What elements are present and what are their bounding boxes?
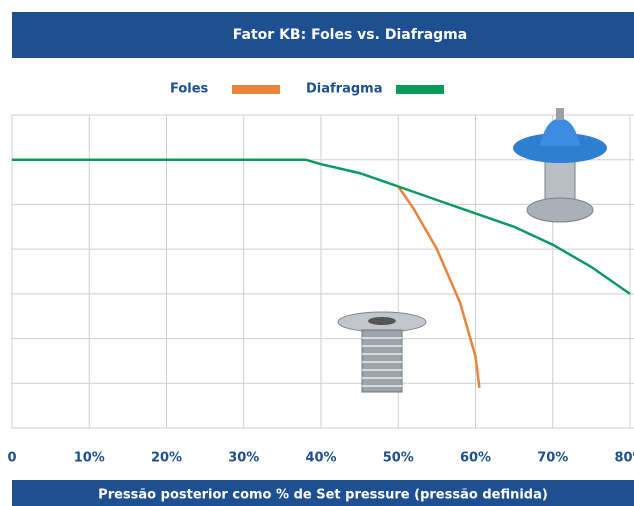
- x-tick-label: 60%: [460, 451, 491, 466]
- x-tick-label: 30%: [228, 451, 259, 466]
- legend-label: Foles: [170, 82, 209, 97]
- x-tick-label: 70%: [537, 451, 568, 466]
- legend-swatch: [396, 85, 444, 94]
- chart-title: Fator KB: Foles vs. Diafragma: [233, 27, 467, 43]
- legend-swatch: [232, 85, 280, 94]
- x-tick-label: 50%: [383, 451, 414, 466]
- x-tick-label: 80%: [614, 451, 634, 466]
- data-line: [398, 187, 479, 388]
- x-tick-label: 40%: [305, 451, 336, 466]
- bellows-image: [338, 312, 426, 392]
- legend-label: Diafragma: [306, 82, 382, 97]
- x-axis-label: Pressão posterior como % de Set pressure…: [98, 488, 548, 503]
- x-tick-label: 10%: [74, 451, 105, 466]
- x-tick-label: 20%: [151, 451, 182, 466]
- x-tick-label: 0: [7, 451, 16, 466]
- chart: Fator KB: Foles vs. Diafragma Pressão po…: [0, 0, 634, 506]
